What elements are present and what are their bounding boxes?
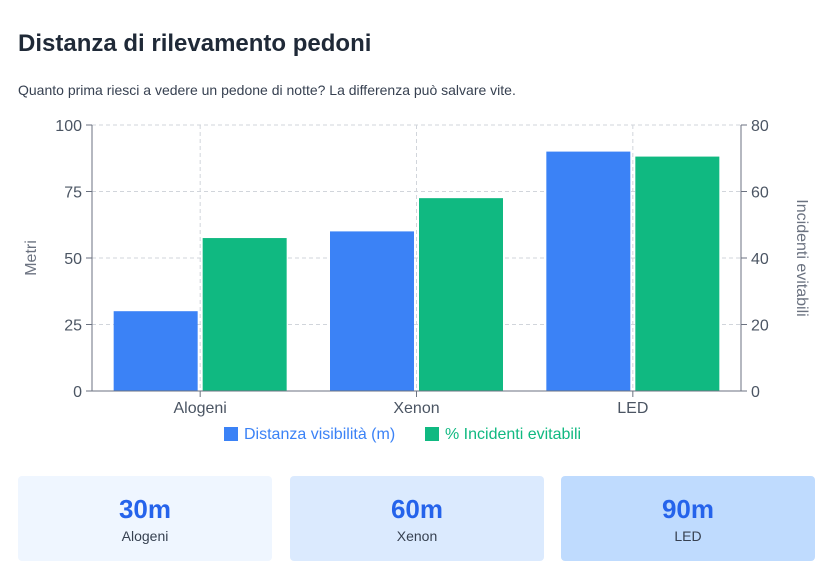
legend-label: Distanza visibilità (m) xyxy=(244,426,395,443)
y-tick-label-right: 40 xyxy=(751,251,769,268)
y-tick-label-right: 0 xyxy=(751,384,760,401)
y-tick-label-right: 60 xyxy=(751,185,769,202)
bar-distanza xyxy=(546,151,631,391)
y-axis-title-right: Incidenti evitabili xyxy=(793,199,810,316)
card-label: Xenon xyxy=(396,528,438,544)
y-tick-label-left: 25 xyxy=(64,318,82,335)
legend-swatch xyxy=(224,427,238,441)
card-value: 90m xyxy=(661,494,715,524)
bar-incidenti xyxy=(202,238,287,391)
summary-card-xenon: 60m Xenon xyxy=(290,476,544,561)
page-subtitle: Quanto prima riesci a vedere un pedone d… xyxy=(18,82,516,98)
y-tick-label-left: 100 xyxy=(55,118,82,135)
bar-chart: 0 25 50 75 100 0 20 40 60 80 Alogeni Xenon LED Metri I… xyxy=(23,118,810,443)
x-tick-label: LED xyxy=(617,400,648,417)
legend-label: % Incidenti evitabili xyxy=(445,426,581,443)
bar-distanza xyxy=(330,231,414,391)
bar-incidenti xyxy=(419,198,503,391)
y-axis-title-left: Metri xyxy=(23,240,40,276)
card-value: 30m xyxy=(118,494,172,524)
y-tick-label-left: 50 xyxy=(64,251,82,268)
x-tick-label: Alogeni xyxy=(173,400,226,417)
y-tick-label-right: 80 xyxy=(751,118,769,135)
bar-distanza xyxy=(113,311,198,391)
card-value: 60m xyxy=(390,494,444,524)
summary-card-led: 90m LED xyxy=(561,476,815,561)
bar-incidenti xyxy=(635,156,720,391)
summary-card-alogeni: 30m Alogeni xyxy=(18,476,272,561)
y-tick-label-left: 75 xyxy=(64,185,82,202)
card-label: Alogeni xyxy=(121,528,169,544)
page-title: Distanza di rilevamento pedoni xyxy=(18,30,372,57)
y-tick-label-left: 0 xyxy=(73,384,82,401)
y-tick-label-right: 20 xyxy=(751,318,769,335)
x-tick-label: Xenon xyxy=(393,400,439,417)
legend-swatch xyxy=(425,427,439,441)
summary-cards: 30m Alogeni 60m Xenon 90m LED xyxy=(18,476,816,561)
card-label: LED xyxy=(674,528,702,544)
